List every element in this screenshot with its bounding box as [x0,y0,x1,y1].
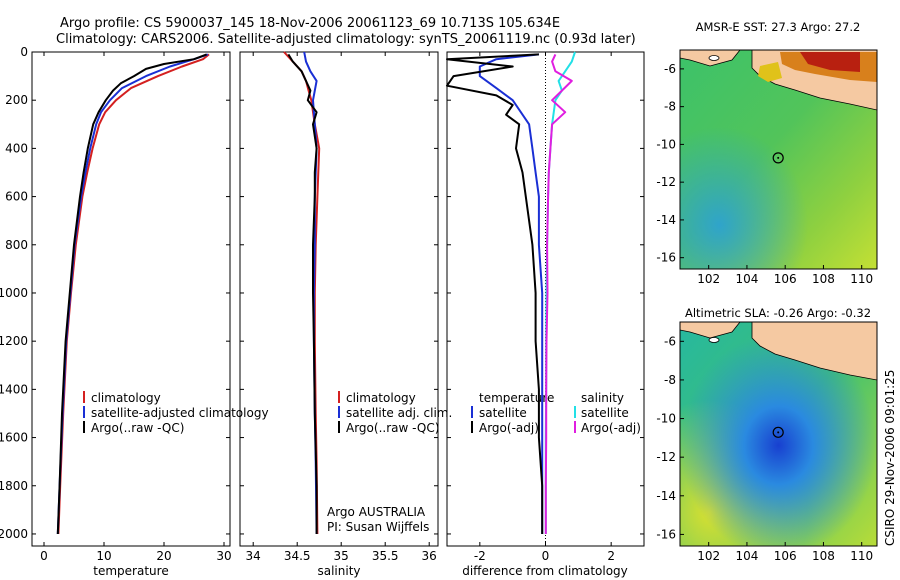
sst_map-xtick-label: 102 [697,272,720,286]
sal-legend-satellite: satellite adj. clim. [346,406,452,420]
sla_map-xtick-label: 104 [735,549,758,563]
salinity-plot-frame [239,51,439,547]
depth-tick-label: 1400 [0,382,28,396]
sla_map-profile-marker-dot [777,431,780,434]
sst_map-profile-marker [772,152,784,164]
difference-xtick-label: -2 [474,549,486,563]
sst_map-ytick-label: -14 [656,213,676,227]
sst-map-frame [679,49,878,270]
depth-tick-label: 1000 [0,286,28,300]
header-line-1: Argo profile: CS 5900037_145 18-Nov-2006… [60,16,560,31]
sst_map-xtick-label: 104 [735,272,758,286]
salinity-xtick-label: 34 [246,549,261,563]
temperature-xtick-label: 30 [216,549,231,563]
sst-map-title: AMSR-E SST: 27.3 Argo: 27.2 [696,20,861,34]
csiro-timestamp: CSIRO 29-Nov-2006 09:01:25 [883,370,897,546]
depth-tick-label: 1200 [0,334,28,348]
sal-annotation-pi: PI: Susan Wijffels [327,520,429,534]
sla_map-xtick-label: 108 [812,549,835,563]
sal-legend-argo: Argo(..raw -QC) [346,421,439,435]
temperature-xtick-label: 0 [40,549,48,563]
depth-tick-label: 0 [20,45,28,59]
sst_map-ytick-label: -6 [664,62,676,76]
sst_map-ytick-label: -10 [656,137,676,151]
temperature-series-satellite-adjusted-climatology [56,53,209,535]
salinity-xtick-label: 35.5 [372,549,399,563]
sla-map-field [680,322,877,546]
sst_map-xtick-label: 110 [850,272,873,286]
sla-java-land [751,322,877,381]
sst_map-xtick-label: 108 [812,272,835,286]
temp-legend-climatology: climatology [91,391,161,405]
salinity-legend: climatology satellite adj. clim. Argo(..… [327,391,452,534]
diff-legend-temperature: temperature [479,391,554,405]
diff-legend-temp-satellite: satellite [479,406,527,420]
sla_map-ytick-label: -14 [656,489,676,503]
difference-series-salinity-satellite [544,51,576,534]
salinity-xtick-label: 34.5 [284,549,311,563]
temperature-xtick-label: 20 [156,549,171,563]
difference-series-temperature-argo-adj- [446,53,544,534]
sst_map-ytick-label: -8 [664,100,676,114]
temperature-legend: climatology satellite-adjusted climatolo… [83,391,269,435]
sal-legend-climatology: climatology [346,391,416,405]
sla_map-ytick-label: -16 [656,527,676,541]
depth-tick-label: 800 [5,238,28,252]
temp-legend-argo: Argo(..raw -QC) [91,421,184,435]
diff-legend-salinity: salinity [581,391,624,405]
sla_map-ytick-label: -6 [664,334,676,348]
temperature-series-climatology [57,53,210,535]
sla_map-profile-marker [772,426,784,438]
diff-legend-sal-argo: Argo(-adj) [581,421,641,435]
difference-xtick-label: 0 [542,549,550,563]
temperature-xlabel: temperature [93,564,168,578]
difference-series-salinity-argo-adj- [544,53,573,534]
diff-legend-sal-satellite: satellite [581,406,629,420]
sla_map-ytick-label: -12 [656,450,676,464]
depth-tick-label: 1800 [0,479,28,493]
depth-tick-label: 400 [5,141,28,155]
salinity-series-argo-raw-qc- [287,53,318,534]
sla_map-ytick-label: -10 [656,412,676,426]
sla_map-ytick-label: -8 [664,373,676,387]
temperature-xtick-label: 10 [96,549,111,563]
sla_map-xtick-label: 110 [850,549,873,563]
depth-tick-label: 600 [5,190,28,204]
difference-xlabel: difference from climatology [462,564,628,578]
sst_map-ytick-label: -12 [656,175,676,189]
salinity-xlabel: salinity [317,564,360,578]
temp-legend-satellite: satellite-adjusted climatology [91,406,269,420]
sla-map-title: Altimetric SLA: -0.26 Argo: -0.32 [685,306,871,320]
diff-legend-temp-argo: Argo(-adj) [479,421,539,435]
depth-tick-label: 2000 [0,527,28,541]
depth-tick-label: 1600 [0,431,28,445]
sst_map-ytick-label: -16 [656,251,676,265]
salinity-series-satellite-adj-clim- [303,51,318,535]
difference-legend: temperature satellite Argo(-adj) salinit… [471,391,641,435]
difference-series-temperature-satellite [478,53,544,534]
difference-xtick-label: 2 [607,549,615,563]
depth-tick-label: 200 [5,93,28,107]
sst_map-profile-marker-dot [777,156,780,159]
temperature-series-argo-raw-qc- [56,53,207,535]
sst-map-field [680,50,877,269]
sal-annotation-program: Argo AUSTRALIA [327,505,426,519]
sla_map-xtick-label: 102 [697,549,720,563]
header-line-2: Climatology: CARS2006. Satellite-adjuste… [56,32,636,47]
salinity-xtick-label: 36 [422,549,437,563]
temperature-plot-frame [31,51,231,547]
salinity-xtick-label: 35 [334,549,349,563]
sla_map-xtick-label: 106 [774,549,797,563]
sst_map-xtick-label: 106 [774,272,797,286]
sla-map-frame [679,321,878,547]
